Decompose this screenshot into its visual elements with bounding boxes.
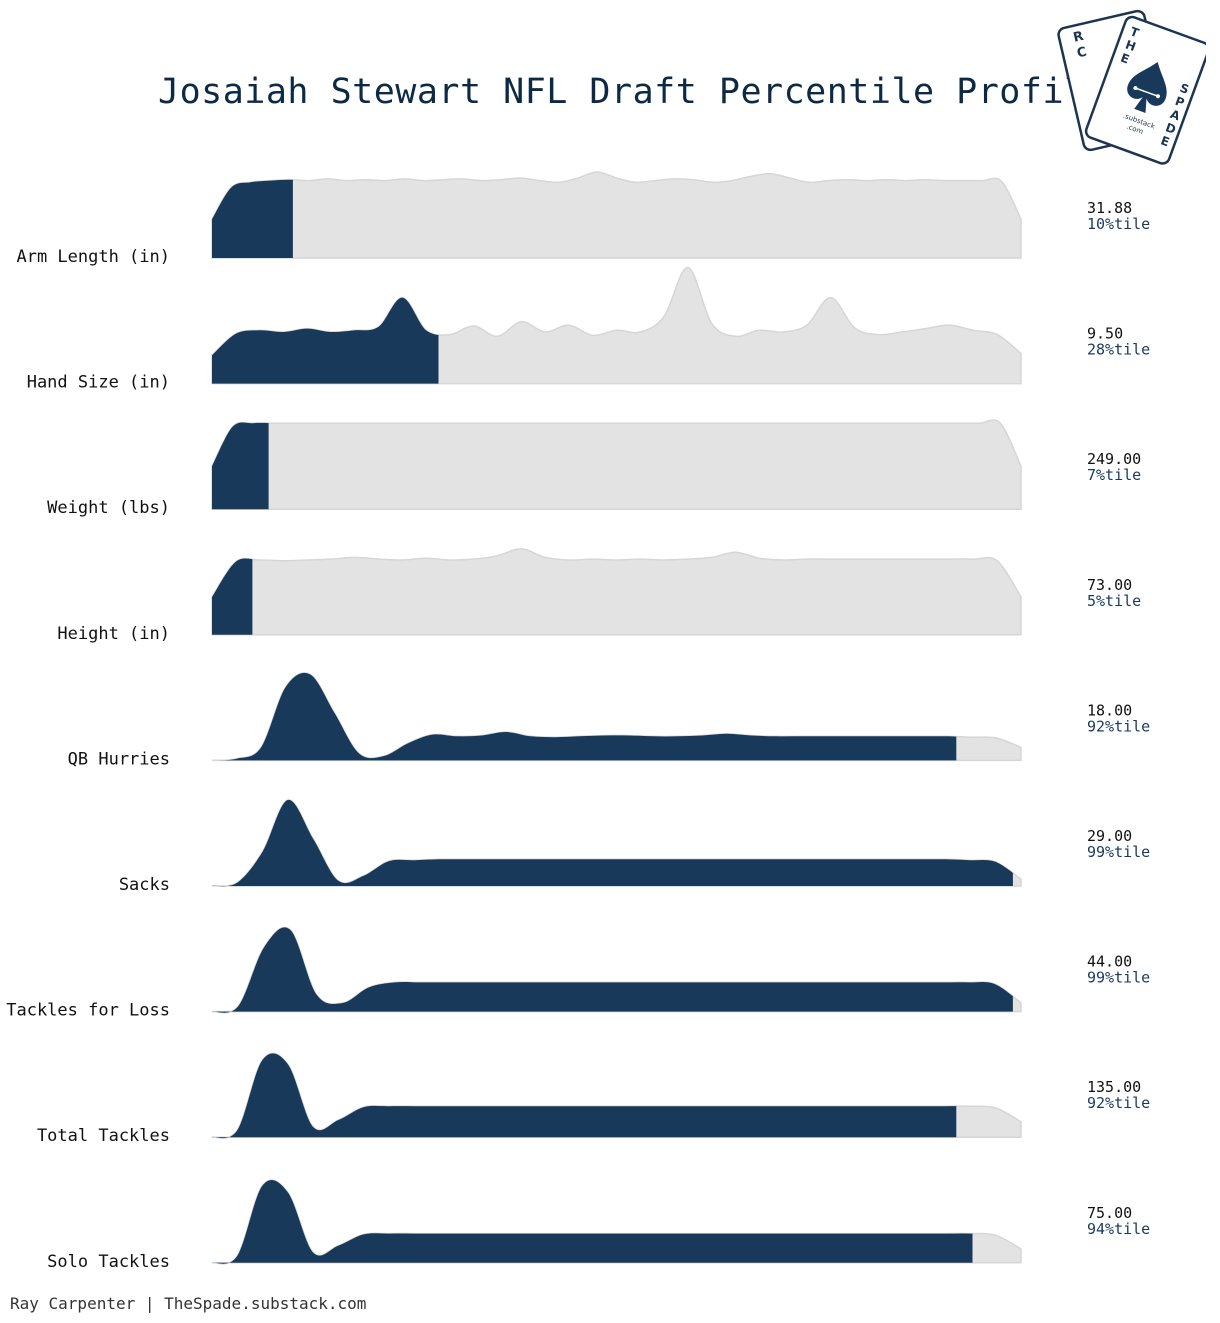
chart-title: Josaiah Stewart NFL Draft Percentile Pro…: [158, 72, 1108, 112]
row-percentile: 5%tile: [1087, 592, 1141, 610]
row-percentile: 10%tile: [1087, 215, 1150, 233]
density-background-area: [211, 419, 1022, 510]
row-label: Total Tackles: [37, 1126, 170, 1146]
row-label: Arm Length (in): [16, 247, 170, 267]
density-percentile-area: [212, 1053, 957, 1139]
row-percentile: 92%tile: [1087, 1094, 1150, 1112]
spade-card-icon: R C T H E .substack .com S P A D E: [1057, 9, 1206, 165]
row-percentile: 92%tile: [1087, 717, 1150, 735]
row-value: 18.00: [1087, 701, 1132, 719]
density-percentile-area: [212, 179, 293, 258]
svg-text:C: C: [1076, 45, 1089, 62]
density-background-area: [211, 548, 1022, 636]
ridge-row: Weight (lbs) 249.007%tile: [47, 419, 1141, 518]
row-percentile: 99%tile: [1087, 969, 1150, 987]
svg-text:R: R: [1072, 29, 1085, 46]
row-label: Solo Tackles: [47, 1252, 170, 1272]
row-percentile: 99%tile: [1087, 843, 1150, 861]
row-label: Sacks: [119, 875, 170, 895]
density-percentile-area: [212, 422, 269, 510]
row-label: Hand Size (in): [27, 373, 170, 393]
density-background-area: [211, 171, 1022, 259]
row-value: 9.50: [1087, 325, 1123, 343]
density-percentile-area: [212, 799, 1013, 887]
density-percentile-area: [212, 558, 253, 635]
row-label: Tackles for Loss: [6, 1001, 170, 1021]
row-value: 31.88: [1087, 199, 1132, 217]
row-percentile: 7%tile: [1087, 466, 1141, 484]
row-value: 75.00: [1087, 1204, 1132, 1222]
row-value: 73.00: [1087, 576, 1132, 594]
row-percentile: 94%tile: [1087, 1220, 1150, 1238]
row-label: Height (in): [57, 624, 170, 644]
density-percentile-area: [212, 672, 957, 761]
logo-front-card: T H E .substack .com S P A D E: [1084, 15, 1206, 165]
row-label: Weight (lbs): [47, 498, 170, 518]
svg-text:D: D: [1164, 120, 1178, 137]
density-percentile-area: [212, 927, 1013, 1013]
row-label: QB Hurries: [68, 749, 170, 769]
row-percentile: 28%tile: [1087, 341, 1150, 359]
row-value: 29.00: [1087, 827, 1132, 845]
row-value: 44.00: [1087, 953, 1132, 971]
footer-credit: Ray Carpenter | TheSpade.substack.com: [10, 1294, 367, 1313]
row-value: 135.00: [1087, 1078, 1141, 1096]
density-percentile-area: [212, 297, 439, 384]
row-value: 249.00: [1087, 450, 1141, 468]
svg-text:H: H: [1123, 38, 1137, 55]
ridge-row: Height (in) 73.005%tile: [57, 548, 1141, 644]
density-percentile-area: [212, 1179, 973, 1264]
